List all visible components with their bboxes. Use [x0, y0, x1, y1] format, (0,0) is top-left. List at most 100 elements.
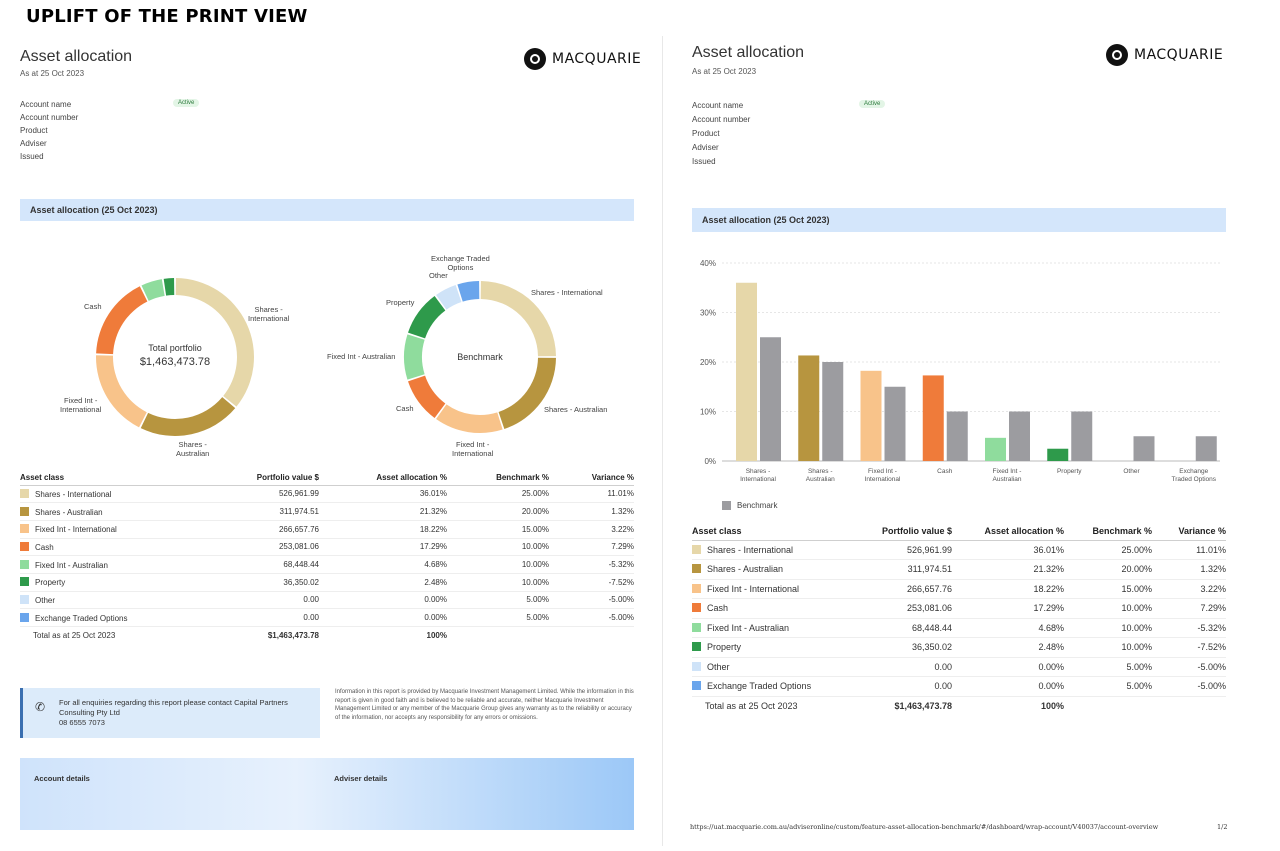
donut1-label-cash: Cash: [84, 302, 102, 311]
cell-allocation: 0.00%: [952, 676, 1064, 697]
field-account-name: Account name: [20, 100, 72, 109]
cell-asset-class: Shares - Australian: [20, 502, 209, 521]
col-asset-class: Asset class: [692, 523, 852, 541]
cell-asset-class: Cash: [692, 598, 852, 619]
account-fields-left: Account name Account number Product Advi…: [20, 98, 78, 163]
cell-asset-class: Shares - International: [692, 540, 852, 560]
donut-slice-shares-australian: [498, 357, 556, 429]
legend-swatch: [20, 488, 29, 498]
macquarie-logo-icon: [524, 48, 546, 70]
legend-label-benchmark: Benchmark: [737, 501, 778, 510]
asset-class-label: Cash: [35, 542, 54, 552]
cell-portfolio-value: 0.00: [209, 608, 319, 627]
donut-slice-property: [163, 278, 175, 296]
cell-portfolio-value: 36,350.02: [852, 637, 952, 658]
donut2-label-shares-australian: Shares - Australian: [544, 405, 608, 414]
cell-allocation: 0.00%: [319, 591, 447, 610]
cell-allocation: 0.00%: [952, 657, 1064, 677]
x-tick-label: Other: [1123, 468, 1140, 475]
donut2-label-property: Property: [386, 298, 415, 307]
table-body: Shares - International 526,961.99 36.01% 25…: [692, 540, 1226, 716]
status-badge-right: Active: [859, 100, 886, 108]
portfolio-donut-chart: [96, 278, 255, 436]
label-line: Shares -: [178, 440, 207, 449]
cell-variance: 7.29%: [549, 538, 634, 557]
asset-class-label: Cash: [707, 603, 729, 614]
donut-slice-other: [436, 285, 462, 310]
cell-portfolio-value: 68,448.44: [852, 618, 952, 638]
col-portfolio-value: Portfolio value $: [852, 523, 952, 541]
cell-benchmark: 25.00%: [1064, 540, 1152, 560]
cell-benchmark: 20.00%: [1064, 559, 1152, 580]
cell-benchmark: 15.00%: [1064, 579, 1152, 599]
adviser-details-heading: Adviser details: [334, 774, 388, 783]
cell-benchmark: 20.00%: [447, 502, 549, 521]
cell-allocation: 0.00%: [319, 608, 447, 627]
donut-slice-exchange-traded-options: [457, 281, 480, 302]
bar-allocation-shares-australian: [798, 355, 820, 461]
y-tick-label: 20%: [700, 358, 716, 367]
asset-class-label: Shares - International: [707, 544, 794, 555]
table-row: Cash 253,081.06 17.29% 10.00% 7.29%: [20, 538, 634, 557]
label-line: Exchange Traded: [431, 254, 490, 263]
bar-benchmark-other: [1133, 436, 1155, 461]
field-account-number: Account number: [692, 115, 751, 124]
table-body: Shares - International 526,961.99 36.01% 25…: [20, 485, 634, 645]
cell-variance: 3.22%: [549, 520, 634, 539]
cell-asset-class: Exchange Traded Options: [20, 608, 209, 627]
label-line: International: [248, 314, 290, 323]
cell-variance: -5.00%: [1152, 676, 1226, 697]
x-tick-label: Australian: [993, 476, 1022, 483]
asset-class-label: Property: [707, 642, 742, 653]
cell-benchmark: 10.00%: [1064, 598, 1152, 619]
x-tick-label: Shares -: [808, 468, 833, 475]
legend-swatch: [20, 594, 29, 604]
total-cell: $1,463,473.78: [852, 695, 952, 716]
table-total-row: Total as at 25 Oct 2023 $1,463,473.78 100%: [20, 626, 634, 645]
cell-variance: -5.32%: [549, 555, 634, 574]
legend-swatch: [20, 541, 29, 551]
donut1-label-shares-international: Shares - International: [248, 305, 289, 323]
cell-benchmark: 15.00%: [447, 520, 549, 539]
bar-benchmark-shares-australian: [822, 362, 844, 461]
section-header-right: Asset allocation (25 Oct 2023): [692, 208, 1226, 232]
asset-class-label: Fixed Int - Australian: [35, 560, 108, 570]
page-title-left: Asset allocation: [20, 48, 133, 65]
asset-class-label: Fixed Int - International: [707, 583, 800, 594]
asset-class-label: Other: [707, 661, 730, 672]
cell-portfolio-value: 311,974.51: [852, 559, 952, 580]
cell-variance: 1.32%: [1152, 559, 1226, 580]
cell-variance: 7.29%: [1152, 598, 1226, 619]
asset-table-right: Asset class Portfolio value $ Asset allo…: [692, 523, 1226, 716]
cell-benchmark: 5.00%: [447, 608, 549, 627]
cell-portfolio-value: 526,961.99: [209, 485, 319, 504]
cell-allocation: 36.01%: [952, 540, 1064, 560]
field-issued: Issued: [20, 152, 44, 161]
cell-variance: -5.00%: [1152, 657, 1226, 677]
x-tick-label: Australian: [806, 476, 835, 483]
bar-benchmark-property: [1071, 411, 1093, 461]
cell-variance: 11.01%: [1152, 540, 1226, 560]
asset-class-label: Exchange Traded Options: [35, 613, 128, 623]
legend-swatch: [20, 577, 29, 587]
cell-asset-class: Other: [20, 591, 209, 610]
donut2-label-cash: Cash: [396, 404, 414, 413]
asset-table-left: Asset class Portfolio value $ Asset allo…: [20, 470, 634, 645]
cell-portfolio-value: 0.00: [852, 676, 952, 697]
cell-portfolio-value: 0.00: [852, 657, 952, 677]
legend-swatch-benchmark: [722, 501, 731, 510]
col-asset-class: Asset class: [20, 470, 209, 486]
logo-text: MACQUARIE: [1134, 47, 1224, 63]
donut-slice-fixed-int-australian: [141, 279, 165, 301]
cell-allocation: 21.32%: [319, 502, 447, 521]
cell-asset-class: Fixed Int - Australian: [20, 555, 209, 574]
bar-benchmark-fixed-int-international: [884, 386, 906, 461]
table-row: Cash 253,081.06 17.29% 10.00% 7.29%: [692, 598, 1226, 619]
cell-asset-class: Fixed Int - Australian: [692, 618, 852, 638]
cell-asset-class: Property: [20, 573, 209, 592]
asset-class-label: Exchange Traded Options: [707, 681, 812, 692]
legend-swatch: [20, 559, 29, 569]
legend-swatch: [20, 612, 29, 622]
cell-allocation: 21.32%: [952, 559, 1064, 580]
cell-asset-class: Shares - International: [20, 485, 209, 504]
